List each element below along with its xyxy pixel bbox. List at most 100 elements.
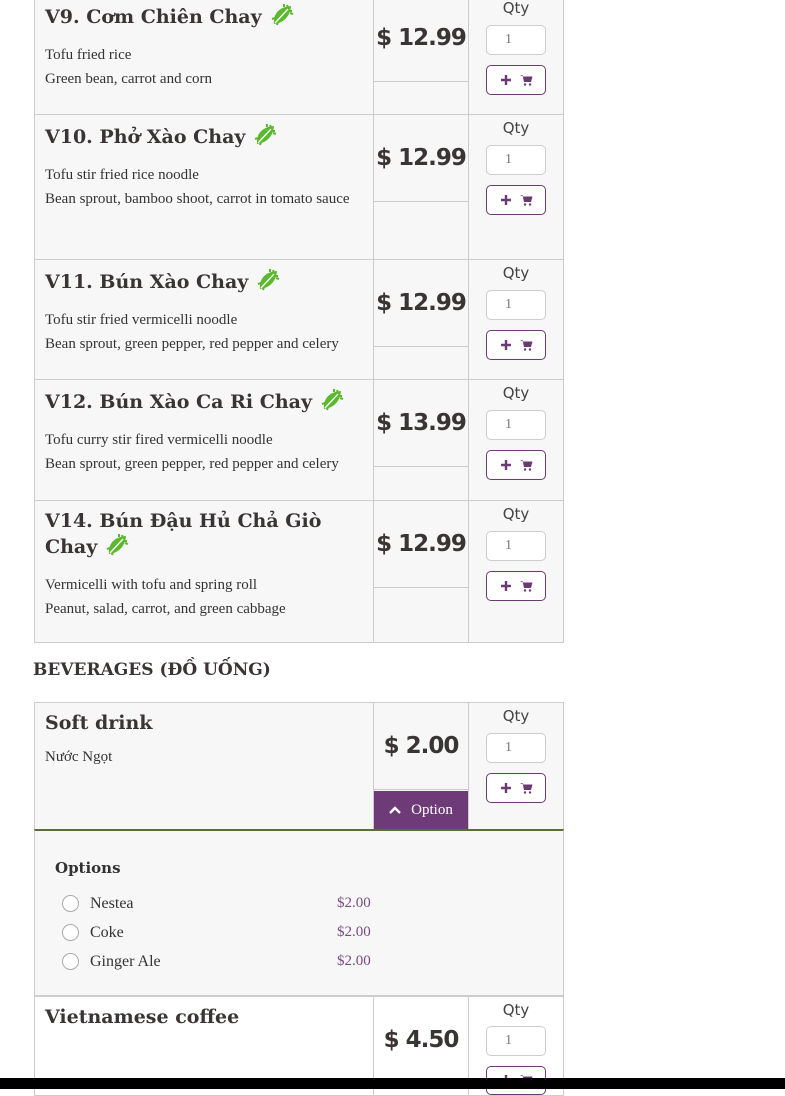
qty-input[interactable]: [486, 531, 546, 561]
item-description: Tofu fried rice: [45, 47, 132, 63]
qty-input[interactable]: [486, 290, 546, 320]
add-to-cart-button[interactable]: [486, 773, 546, 803]
item-price: $ 12.99: [374, 0, 468, 82]
menu-item-row: V10. Phở Xào Chay Tofu stir fried rice no…: [34, 114, 564, 260]
add-to-cart-button[interactable]: [486, 450, 546, 480]
add-to-cart-button[interactable]: [486, 65, 546, 95]
item-info: V14. Bún Đậu Hủ Chả Giò Chay Vermicelli w…: [35, 501, 374, 642]
item-description: Green bean, carrot and corn: [45, 71, 212, 87]
item-info: V10. Phở Xào Chay Tofu stir fried rice no…: [35, 115, 374, 259]
plus-icon: [500, 783, 511, 793]
qty-input[interactable]: [486, 145, 546, 175]
menu-item-row: V14. Bún Đậu Hủ Chả Giò Chay Vermicelli w…: [34, 500, 564, 643]
option-choice[interactable]: Coke $2.00: [55, 918, 543, 947]
item-price: $ 12.99: [374, 260, 468, 347]
add-to-cart-button[interactable]: [486, 330, 546, 360]
item-info: Soft drink Nước Ngọt: [35, 703, 374, 829]
section-heading-beverages: BEVERAGES (ĐỒ UỐNG): [33, 660, 271, 680]
price-cell: $ 12.99: [374, 115, 469, 259]
option-choice[interactable]: Nestea $2.00: [55, 889, 543, 918]
item-title: V9. Cơm Chiên Chay: [45, 6, 262, 28]
item-title: V11. Bún Xào Chay: [45, 271, 249, 293]
price-cell: $ 12.99: [374, 501, 469, 642]
add-to-cart-button[interactable]: [486, 185, 546, 215]
vegetarian-leaf-icon: [105, 533, 129, 563]
item-description: Vermicelli with tofu and spring roll: [45, 577, 258, 593]
options-panel: Options Nestea $2.00 Coke $2.00 Ginger Ale $2…: [34, 829, 564, 996]
item-description: Tofu curry stir fired vermicelli noodle: [45, 432, 273, 448]
qty-cell: Qty: [469, 260, 563, 379]
item-description: Nước Ngọt: [45, 749, 113, 765]
price-cell: $ 13.99: [374, 380, 469, 500]
qty-cell: Qty: [469, 0, 563, 114]
option-button-label: Option: [411, 801, 453, 818]
vegetarian-leaf-icon: [256, 268, 280, 298]
item-info: V11. Bún Xào Chay Tofu stir fried vermice…: [35, 260, 374, 379]
item-description: Bean sprout, green pepper, red pepper an…: [45, 456, 339, 472]
qty-label: Qty: [502, 119, 530, 137]
menu-item-row: Soft drink Nước Ngọt $ 2.00 Option Qty: [34, 702, 564, 830]
cart-icon: [519, 581, 532, 592]
qty-cell: Qty: [469, 501, 563, 642]
qty-label: Qty: [502, 0, 530, 17]
option-label: Coke: [90, 923, 124, 941]
item-title: Soft drink: [45, 712, 153, 734]
cart-icon: [519, 340, 532, 351]
item-description: Bean sprout, bamboo shoot, carrot in tom…: [45, 191, 350, 207]
plus-icon: [500, 460, 511, 470]
price-cell: $ 2.00 Option: [374, 703, 469, 829]
radio-button[interactable]: [62, 924, 79, 941]
menu-item-row: V9. Cơm Chiên Chay Tofu fried rice Green b…: [34, 0, 564, 115]
plus-icon: [500, 195, 511, 205]
option-price: $2.00: [337, 895, 371, 911]
item-title: Vietnamese coffee: [45, 1006, 240, 1028]
qty-input[interactable]: [486, 1026, 546, 1056]
item-info: Vietnamese coffee: [35, 997, 374, 1095]
item-description: Tofu stir fried vermicelli noodle: [45, 312, 238, 328]
qty-input[interactable]: [486, 733, 546, 763]
price-cell: $ 4.50: [374, 997, 469, 1095]
vegetarian-leaf-icon: [253, 123, 277, 153]
option-label: Nestea: [90, 894, 134, 912]
radio-button[interactable]: [62, 895, 79, 912]
plus-icon: [500, 581, 511, 591]
cart-icon: [519, 460, 532, 471]
item-description: Peanut, salad, carrot, and green cabbage: [45, 601, 286, 617]
radio-button[interactable]: [62, 953, 79, 970]
plus-icon: [500, 75, 511, 85]
vegetarian-leaf-icon: [320, 388, 344, 418]
qty-label: Qty: [502, 707, 530, 725]
qty-label: Qty: [502, 264, 530, 282]
item-title: V12. Bún Xào Ca Ri Chay: [45, 391, 313, 413]
item-description: Tofu stir fried rice noodle: [45, 167, 199, 183]
qty-input[interactable]: [486, 25, 546, 55]
price-cell: $ 12.99: [374, 260, 469, 379]
option-price: $2.00: [337, 953, 371, 969]
option-label: Ginger Ale: [90, 952, 161, 970]
menu-item-row: V12. Bún Xào Ca Ri Chay Tofu curry stir f…: [34, 379, 564, 501]
chevron-up-icon: [389, 806, 402, 814]
add-to-cart-button[interactable]: [486, 571, 546, 601]
qty-label: Qty: [502, 505, 530, 523]
option-toggle-button[interactable]: Option: [374, 791, 468, 829]
options-heading: Options: [55, 859, 121, 877]
item-info: V12. Bún Xào Ca Ri Chay Tofu curry stir f…: [35, 380, 374, 500]
item-price: $ 2.00: [374, 703, 468, 790]
plus-icon: [500, 340, 511, 350]
menu-item-row: V11. Bún Xào Chay Tofu stir fried vermice…: [34, 259, 564, 380]
item-price: $ 4.50: [374, 997, 468, 1084]
cart-icon: [519, 195, 532, 206]
item-price: $ 12.99: [374, 501, 468, 588]
qty-input[interactable]: [486, 410, 546, 440]
item-price: $ 13.99: [374, 380, 468, 467]
cart-icon: [519, 75, 532, 86]
qty-cell: Qty: [469, 115, 563, 259]
option-choice[interactable]: Ginger Ale $2.00: [55, 947, 543, 976]
bottom-bar: [0, 1078, 785, 1089]
qty-label: Qty: [502, 384, 530, 402]
item-price: $ 12.99: [374, 115, 468, 202]
vegetarian-leaf-icon: [270, 3, 294, 33]
item-info: V9. Cơm Chiên Chay Tofu fried rice Green b…: [35, 0, 374, 114]
option-price: $2.00: [337, 924, 371, 940]
item-title: V10. Phở Xào Chay: [45, 126, 246, 148]
